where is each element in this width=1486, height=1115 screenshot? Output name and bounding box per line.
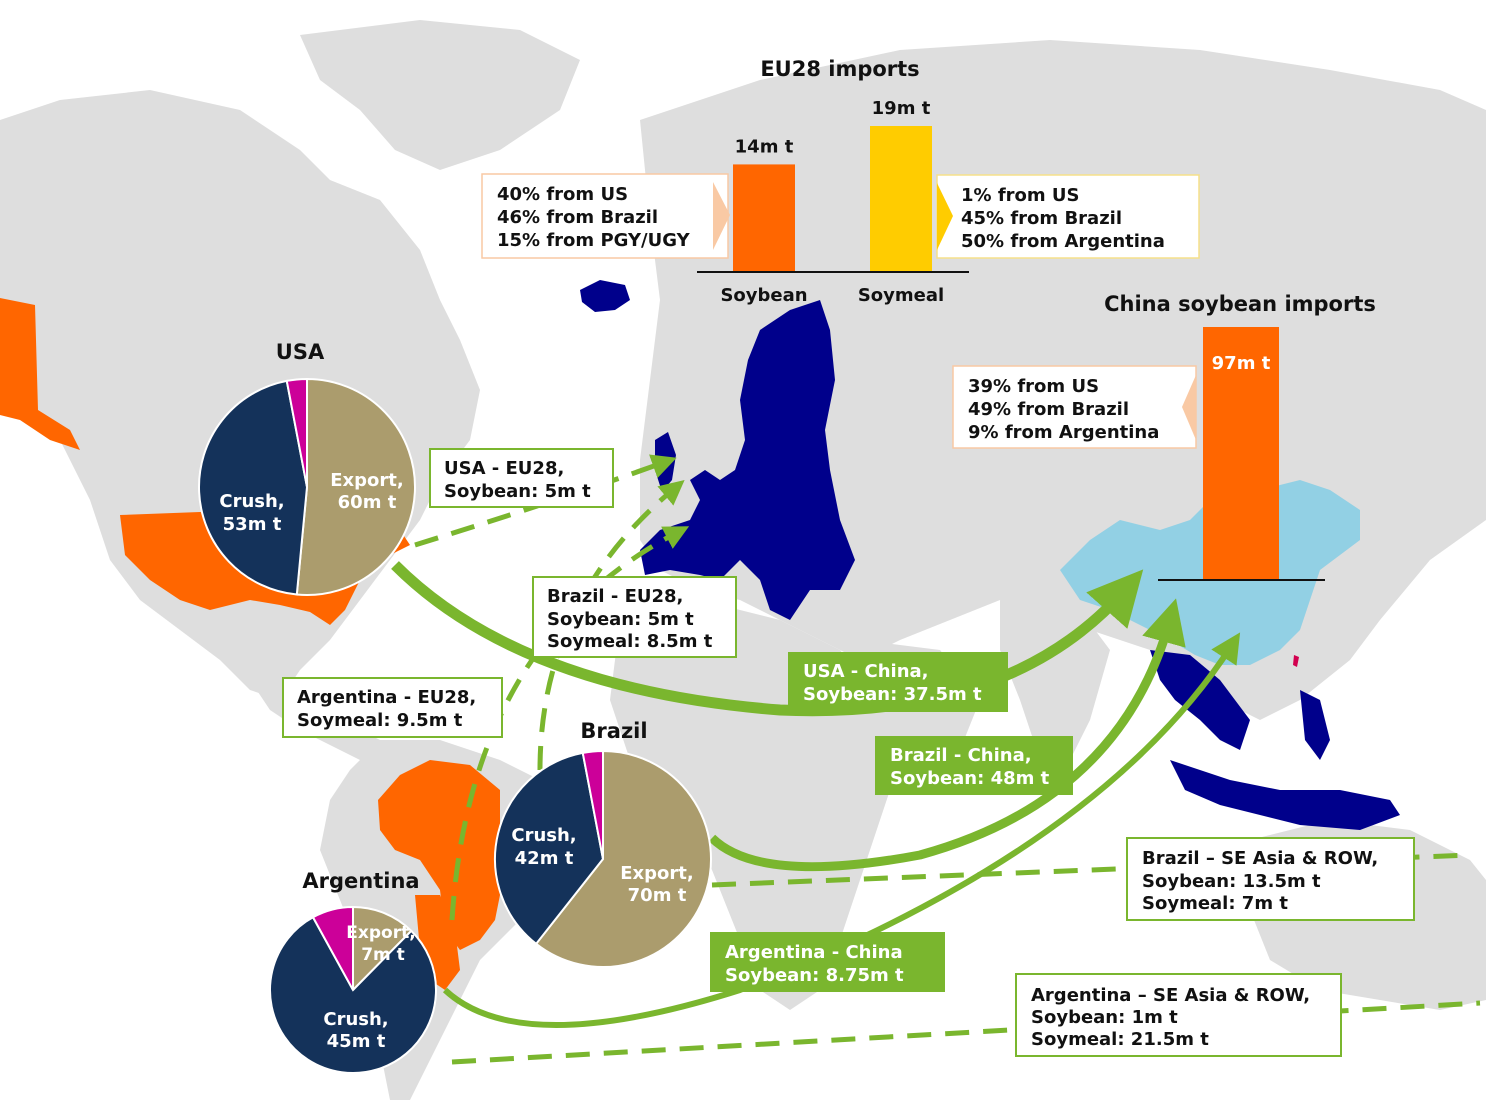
argentina-pie-export-value: 7m t: [361, 945, 405, 965]
brazil-pie-export-label: Export,: [620, 863, 693, 884]
eu-soymeal-bar: [870, 126, 932, 272]
flow-label-line: Soymeal: 7m t: [1142, 893, 1288, 914]
china-source-line: 39% from US: [968, 376, 1099, 397]
flow-label-line: Soybean: 13.5m t: [1142, 871, 1321, 892]
eu28-region: [640, 300, 855, 620]
alaska-shape: [0, 298, 80, 450]
flow-label-line: USA - China,: [803, 661, 929, 682]
flow-label-line: Soybean: 5m t: [444, 481, 591, 502]
flow-brazil-row-line: [711, 852, 1471, 888]
argentina-pie-title: Argentina: [302, 869, 419, 893]
flow-label-line: Argentina - EU28,: [297, 687, 476, 708]
usa-pie-crush-label: Crush,: [219, 491, 284, 512]
brazil-shape: [378, 760, 505, 950]
usa-pie-title: USA: [276, 340, 325, 364]
greenland-land: [300, 20, 580, 170]
china-sources-box: 39% from US 49% from Brazil 9% from Arge…: [952, 365, 1197, 449]
philippines-shape: [1300, 690, 1330, 760]
argentina-china-flow-box: Argentina - China Soybean: 8.75m t: [710, 932, 945, 992]
eu-soymeal-source-line: 45% from Brazil: [961, 208, 1122, 229]
usa-pie-crush-value: 53m t: [223, 514, 282, 535]
argentina-eu-flow-box: Argentina - EU28, Soymeal: 9.5m t: [282, 677, 503, 738]
argentina-pie-crush-value: 45m t: [327, 1031, 386, 1052]
flow-label-line: Argentina – SE Asia & ROW,: [1031, 985, 1310, 1006]
eu-soybean-bar: [733, 164, 795, 272]
china-bar-value-label: 97m t: [1212, 353, 1271, 374]
brazil-pie-crush-value: 42m t: [515, 848, 574, 869]
pie-slice-crush: [269, 915, 437, 1074]
eu-imports-title: EU28 imports: [760, 57, 919, 81]
flow-label-line: Brazil - EU28,: [547, 586, 683, 607]
brazil-pie-title: Brazil: [580, 719, 647, 743]
usa-pie: [198, 377, 416, 596]
eu-soymeal-axis-label: Soymeal: [858, 285, 944, 306]
india-land: [1000, 600, 1110, 780]
china-soybean-bar: [1203, 327, 1279, 580]
pie-slice-other: [285, 377, 308, 488]
pie-slice-crush: [494, 751, 605, 946]
argentina-pie-export-label: Export,: [346, 923, 415, 943]
flow-label-line: USA - EU28,: [444, 458, 564, 479]
flow-label-line: Soybean: 1m t: [1031, 1007, 1178, 1028]
eu-soymeal-value-label: 19m t: [872, 98, 931, 119]
flow-label-line: Soybean: 48m t: [890, 768, 1050, 789]
brazil-china-flow-box: Brazil - China, Soybean: 48m t: [875, 736, 1073, 795]
eu-soymeal-source-line: 50% from Argentina: [961, 231, 1165, 252]
brazil-pie: [494, 749, 712, 968]
argentina-row-flow-box: Argentina – SE Asia & ROW, Soybean: 1m t…: [1015, 973, 1342, 1057]
eu-soybean-source-line: 15% from PGY/UGY: [497, 230, 691, 251]
flow-label-line: Brazil – SE Asia & ROW,: [1142, 848, 1378, 869]
flow-label-line: Soybean: 37.5m t: [803, 684, 982, 705]
eu-soybean-sources-box: 40% from US 46% from Brazil 15% from PGY…: [481, 173, 730, 259]
eu-soybean-source-line: 46% from Brazil: [497, 207, 658, 228]
usa-eu-flow-box: USA - EU28, Soybean: 5m t: [429, 448, 614, 508]
brazil-pie-export-value: 70m t: [628, 885, 687, 906]
taiwan-shape: [1293, 655, 1299, 667]
eu-soymeal-source-line: 1% from US: [961, 185, 1080, 206]
flow-label-line: Soybean: 5m t: [547, 609, 694, 630]
argentina-pie-crush-label: Crush,: [323, 1009, 388, 1030]
eu-soybean-axis-label: Soybean: [720, 285, 807, 306]
eu-soybean-source-line: 40% from US: [497, 184, 628, 205]
flow-label-line: Argentina - China: [725, 942, 903, 963]
eu-soymeal-sources-box: 1% from US 45% from Brazil 50% from Arge…: [936, 174, 1200, 259]
se-asia-islands: [1170, 760, 1400, 830]
flow-label-line: Soymeal: 8.5m t: [547, 631, 713, 652]
flow-brazil-china-arrow: [708, 598, 1186, 872]
flow-argentina-eu-line: [449, 526, 690, 921]
flow-label-line: Soymeal: 9.5m t: [297, 710, 463, 731]
china-imports-title: China soybean imports: [1104, 292, 1376, 316]
flow-label-line: Soybean: 8.75m t: [725, 965, 904, 986]
flow-label-line: Soymeal: 21.5m t: [1031, 1029, 1209, 1050]
brazil-row-flow-box: Brazil – SE Asia & ROW, Soybean: 13.5m t…: [1126, 837, 1415, 921]
pie-slice-export: [534, 749, 712, 968]
pie-slice-other: [581, 749, 604, 860]
pie-slice-other: [311, 905, 354, 991]
usa-pie-export-label: Export,: [330, 470, 403, 491]
pie-slice-export: [295, 377, 416, 596]
china-source-line: 9% from Argentina: [968, 422, 1159, 443]
argentina-pie: [269, 905, 437, 1074]
eu-soybean-value-label: 14m t: [735, 136, 794, 157]
brazil-pie-crush-label: Crush,: [511, 825, 576, 846]
pie-slice-export: [352, 905, 413, 993]
se-asia-mainland: [1150, 650, 1250, 750]
flow-usa-eu-line: [414, 454, 677, 548]
north-america-land: [0, 90, 480, 700]
flow-label-line: Brazil - China,: [890, 745, 1032, 766]
usa-pie-export-value: 60m t: [338, 492, 397, 513]
iceland-shape: [580, 280, 630, 312]
brazil-eu-flow-box: Brazil - EU28, Soybean: 5m t Soymeal: 8.…: [532, 576, 737, 658]
pie-slice-crush: [198, 379, 309, 596]
usa-china-flow-box: USA - China, Soybean: 37.5m t: [788, 652, 1008, 712]
china-source-line: 49% from Brazil: [968, 399, 1129, 420]
flow-usa-china-arrow: [391, 561, 1144, 717]
